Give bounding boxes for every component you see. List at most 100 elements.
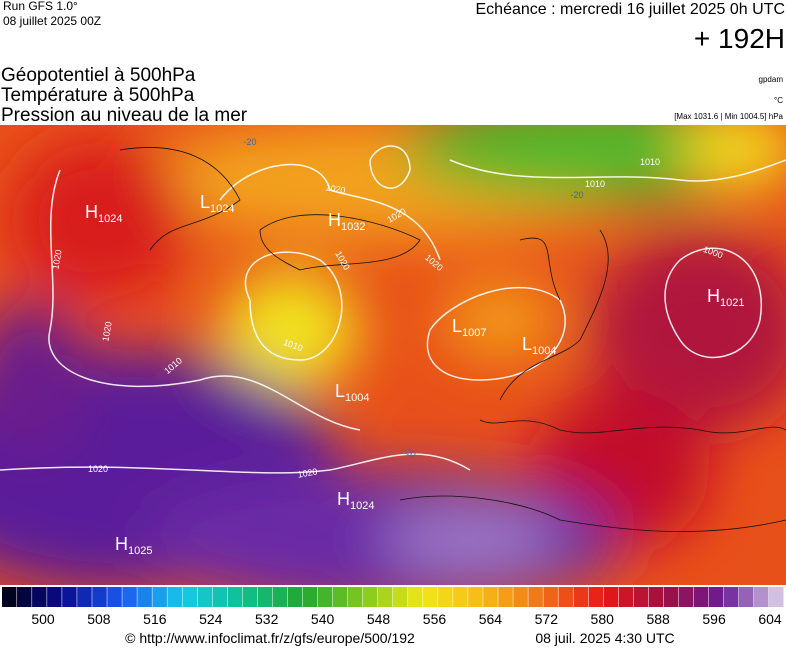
colorbar-label: 532 <box>255 611 279 627</box>
contour-label: 1010 <box>585 179 605 189</box>
center-pressure: 1024 <box>350 500 374 512</box>
color-swatch <box>197 587 213 607</box>
color-swatch <box>693 587 709 607</box>
colorbar-label: 596 <box>702 611 726 627</box>
pressure-center: L1004 <box>522 334 557 357</box>
contour-label: 1020 <box>88 464 108 474</box>
pressure-center: H1024 <box>337 489 374 512</box>
pressure-center: H1021 <box>707 286 744 309</box>
center-pressure: 1004 <box>345 392 369 404</box>
center-type: H <box>115 534 128 554</box>
color-swatch <box>513 587 528 607</box>
center-type: H <box>337 489 350 509</box>
color-swatch <box>648 587 664 607</box>
center-type: L <box>522 334 532 354</box>
color-swatch <box>332 587 348 607</box>
contour-label: 1020 <box>100 321 113 342</box>
forecast-time: Echéance : mercredi 16 juillet 2025 0h U… <box>476 1 786 18</box>
color-swatch <box>753 587 769 607</box>
center-pressure: 1032 <box>341 221 365 233</box>
color-swatch <box>573 587 588 607</box>
unit: °C <box>774 96 783 105</box>
color-swatch <box>62 587 77 607</box>
color-swatch <box>227 587 243 607</box>
color-swatch <box>212 587 228 607</box>
color-swatch <box>438 587 453 607</box>
color-swatch <box>272 587 288 607</box>
color-swatch <box>107 587 122 607</box>
color-swatch <box>498 587 513 607</box>
color-swatch <box>287 587 303 607</box>
color-swatch <box>347 587 363 607</box>
run-label: Run GFS 1.0° <box>3 0 78 13</box>
center-type: L <box>335 381 345 401</box>
color-swatch <box>242 587 258 607</box>
color-swatch <box>167 587 182 607</box>
color-swatch <box>678 587 694 607</box>
color-swatch <box>302 587 318 607</box>
color-swatch <box>77 587 92 607</box>
colorbar-label: 508 <box>87 611 111 627</box>
contour-label: -20 <box>243 137 256 147</box>
color-swatch <box>483 587 498 607</box>
color-swatch <box>92 587 107 607</box>
colorbar-label: 604 <box>758 611 782 627</box>
colorbar-label: 556 <box>423 611 447 627</box>
color-swatch <box>723 587 739 607</box>
color-swatch <box>708 587 724 607</box>
color-swatch <box>663 587 679 607</box>
color-swatch <box>17 587 32 607</box>
color-swatch <box>137 587 152 607</box>
colorbar-label: 516 <box>143 611 167 627</box>
color-swatch <box>768 587 784 607</box>
center-pressure: 1007 <box>462 327 486 339</box>
field-name: Température à 500hPa <box>1 85 195 106</box>
pressure-center: L1004 <box>335 381 370 404</box>
color-swatch <box>423 587 438 607</box>
lead-time: + 192H <box>694 23 785 54</box>
color-swatch <box>362 587 378 607</box>
colorbar-label: 524 <box>199 611 223 627</box>
color-swatch <box>603 587 619 607</box>
color-swatch <box>317 587 333 607</box>
center-type: H <box>328 210 341 230</box>
color-swatch <box>377 587 393 607</box>
color-swatch <box>558 587 573 607</box>
color-swatch <box>633 587 649 607</box>
color-swatch <box>588 587 604 607</box>
issue-time: 08 juil. 2025 4:30 UTC <box>535 630 674 646</box>
color-swatch <box>182 587 197 607</box>
color-swatch <box>528 587 543 607</box>
color-swatch <box>152 587 167 607</box>
color-swatch <box>468 587 483 607</box>
color-swatch <box>122 587 137 607</box>
center-type: L <box>200 192 210 212</box>
colorbar-label: 540 <box>311 611 335 627</box>
pressure-center: H1032 <box>328 210 365 233</box>
contour-label: 1020 <box>50 249 63 270</box>
center-pressure: 1024 <box>210 203 234 215</box>
center-pressure: 1004 <box>532 345 556 357</box>
color-swatch <box>2 587 17 607</box>
field-name: Pression au niveau de la mer <box>1 105 248 126</box>
pressure-center: L1024 <box>200 192 235 215</box>
color-swatch <box>543 587 558 607</box>
unit: gpdam <box>759 75 784 84</box>
center-type: L <box>452 316 462 336</box>
pressure-center: H1025 <box>115 534 152 557</box>
center-pressure: 1021 <box>720 297 744 309</box>
colorbar-label: 500 <box>31 611 55 627</box>
colorbar-label: 564 <box>479 611 503 627</box>
center-type: H <box>707 286 720 306</box>
map-field <box>0 125 786 585</box>
contour-label: 1020 <box>297 466 318 479</box>
color-swatch <box>408 587 423 607</box>
run-date: 08 juillet 2025 00Z <box>3 14 101 28</box>
color-swatch <box>393 587 408 607</box>
color-swatch <box>453 587 468 607</box>
contour-label: -20 <box>570 190 583 200</box>
center-pressure: 1024 <box>98 213 122 225</box>
color-swatch <box>47 587 62 607</box>
colorbar-label: 588 <box>646 611 670 627</box>
